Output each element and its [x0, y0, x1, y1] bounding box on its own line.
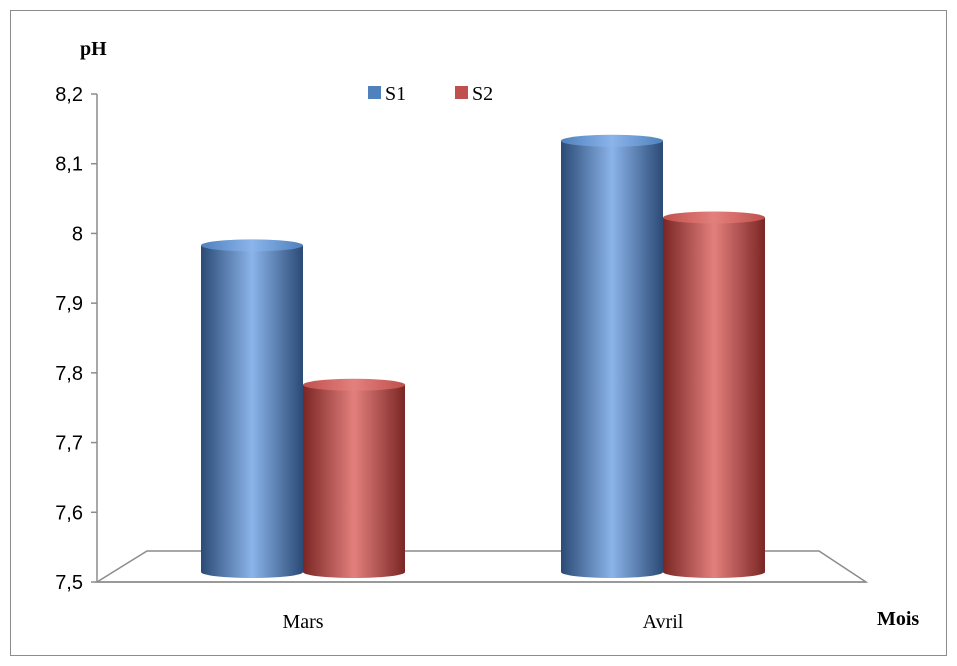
legend-swatch	[368, 86, 381, 99]
bar	[561, 140, 663, 579]
y-tick-label: 7,6	[55, 502, 83, 524]
legend: S1 S2	[368, 83, 493, 105]
bar	[201, 245, 303, 578]
labels: Mars Avril pH Mois	[80, 38, 919, 633]
bar	[303, 384, 405, 578]
legend-swatch	[455, 86, 468, 99]
legend-label: S2	[472, 83, 493, 105]
y-tick-label: 7,9	[55, 293, 83, 315]
x-tick-label: Avril	[643, 611, 684, 633]
bars	[201, 134, 765, 579]
bar-top	[663, 211, 765, 224]
y-axis-title: pH	[80, 38, 107, 60]
bar-top	[561, 134, 663, 147]
chart-frame	[10, 10, 947, 656]
legend-label: S1	[385, 83, 406, 105]
y-tick-label: 8	[72, 223, 83, 245]
bar	[663, 217, 765, 578]
bar-top	[303, 378, 405, 391]
bar-top	[201, 239, 303, 252]
y-tick-label: 7,7	[55, 433, 83, 455]
y-tick-label: 7,8	[55, 363, 83, 385]
x-axis-title: Mois	[877, 608, 919, 630]
y-tick-label: 8,1	[55, 154, 83, 176]
y-tick-label: 7,5	[55, 572, 83, 594]
y-tick-label: 8,2	[55, 84, 83, 106]
x-tick-label: Mars	[282, 611, 323, 633]
y-axis: 7,5 7,6 7,7 7,8 7,9 8 8,1 8,2	[55, 84, 98, 594]
